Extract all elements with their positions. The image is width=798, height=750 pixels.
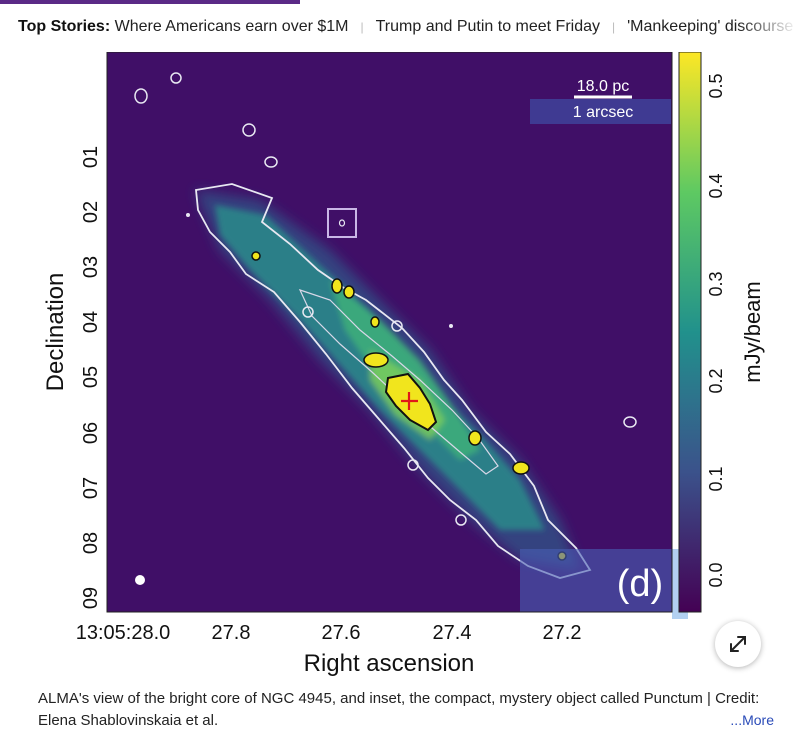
- colorbar-tick-label: 0.5: [706, 73, 726, 98]
- y-axis-label: Declination: [42, 273, 69, 392]
- expand-icon: [730, 636, 746, 652]
- top-stories-ticker: Top Stories: Where Americans earn over $…: [0, 0, 798, 52]
- colorbar-tick-label: 0.1: [706, 466, 726, 491]
- y-tick-label: 05: [80, 366, 102, 388]
- more-link[interactable]: ...More: [724, 712, 774, 728]
- colorbar: [678, 51, 702, 613]
- y-tick-label: 09: [80, 587, 102, 609]
- x-tick-label: 13:05:28.0: [76, 622, 171, 644]
- ticker-item-2[interactable]: Trump and Putin to meet Friday: [375, 18, 600, 35]
- read-progress-bar: [0, 0, 300, 4]
- y-tick-label: 01: [80, 146, 102, 168]
- panel-label: (d): [617, 563, 663, 605]
- x-tick-label: 27.4: [433, 622, 472, 644]
- scale-bar-angular: 1 arcsec: [573, 104, 633, 121]
- y-tick-label: 03: [80, 256, 102, 278]
- y-tick-label: 04: [80, 311, 102, 333]
- center-marker: [401, 392, 418, 410]
- punctum-inset-box: [327, 208, 357, 238]
- scale-bar-length: 18.0 pc: [577, 78, 629, 95]
- ticker-item-1[interactable]: Where Americans earn over $1M: [114, 18, 349, 35]
- colorbar-tick-label: 0.4: [706, 173, 726, 198]
- expand-image-button[interactable]: [715, 621, 761, 667]
- image-caption: ALMA's view of the bright core of NGC 49…: [38, 690, 760, 729]
- y-tick-label: 02: [80, 201, 102, 223]
- colorbar-tick-label: 0.2: [706, 368, 726, 393]
- colorbar-label: mJy/beam: [740, 281, 765, 382]
- x-axis-label: Right ascension: [304, 650, 475, 677]
- y-tick-label: 08: [80, 532, 102, 554]
- x-tick-label: 27.2: [543, 622, 582, 644]
- ticker-label: Top Stories:: [18, 18, 111, 35]
- colorbar-tick-label: 0.0: [706, 562, 726, 587]
- alma-figure[interactable]: 18.0 pc 1 arcsec (d) 01 02 03 04 05 06 0…: [0, 51, 798, 684]
- x-tick-label: 27.8: [212, 622, 251, 644]
- x-tick-label: 27.6: [322, 622, 361, 644]
- alma-map-chart: 18.0 pc 1 arcsec (d) 01 02 03 04 05 06 0…: [42, 51, 765, 677]
- y-tick-label: 06: [80, 422, 102, 444]
- y-tick-label: 07: [80, 477, 102, 499]
- colorbar-tick-label: 0.3: [706, 271, 726, 296]
